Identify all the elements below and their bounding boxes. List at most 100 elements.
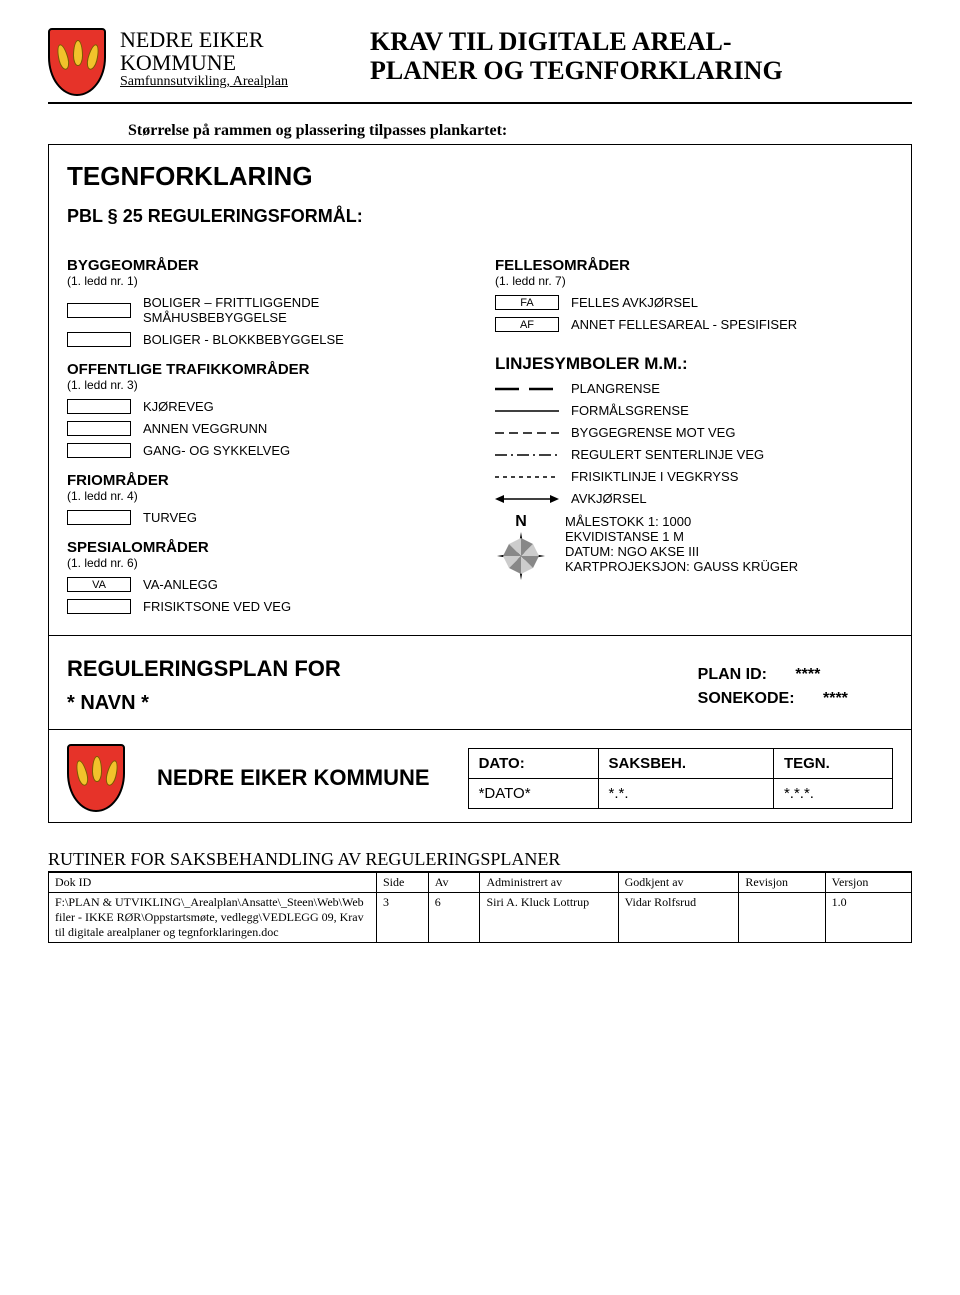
legend-item: GANG- OG SYKKELVEG xyxy=(67,443,465,458)
footer-cell xyxy=(739,893,825,943)
intro-note: Størrelse på rammen og plassering tilpas… xyxy=(128,122,912,140)
swatch-icon: FA xyxy=(495,295,559,310)
sign-value: *.*. xyxy=(598,778,773,808)
group-sub: (1. ledd nr. 1) xyxy=(67,274,465,288)
footer-cell: 6 xyxy=(428,893,480,943)
legend-item: FRISIKTSONE VED VEG xyxy=(67,599,465,614)
item-label: FRISIKTLINJE I VEGKRYSS xyxy=(571,469,893,484)
footer-block: RUTINER FOR SAKSBEHANDLING AV REGULERING… xyxy=(48,849,912,943)
footer-col: Dok ID xyxy=(49,873,377,893)
group-sub: (1. ledd nr. 7) xyxy=(495,274,893,288)
divider xyxy=(49,729,911,730)
legend-item: TURVEG xyxy=(67,510,465,525)
footer-cell: F:\PLAN & UTVIKLING\_Arealplan\Ansatte\_… xyxy=(49,893,377,943)
compass-icon: N xyxy=(495,514,547,584)
swatch-icon: VA xyxy=(67,577,131,592)
item-label: FRISIKTSONE VED VEG xyxy=(143,599,465,614)
group-sub: (1. ledd nr. 4) xyxy=(67,489,465,503)
footer-col: Administrert av xyxy=(480,873,618,893)
swatch-icon xyxy=(67,421,131,436)
organization-block: NEDRE EIKER KOMMUNE Samfunnsutvikling, A… xyxy=(120,28,360,90)
org-name-line1: NEDRE EIKER xyxy=(120,28,360,51)
swatch-icon xyxy=(67,303,131,318)
group-head: BYGGEOMRÅDER xyxy=(67,257,465,274)
item-label: GANG- OG SYKKELVEG xyxy=(143,443,465,458)
sign-value: *.*.*. xyxy=(773,778,892,808)
footer-cell: Vidar Rolfsrud xyxy=(618,893,739,943)
dashdot-line-icon xyxy=(495,447,559,462)
sign-value: *DATO* xyxy=(468,778,598,808)
legend-subtitle: PBL § 25 REGULERINGSFORMÅL: xyxy=(67,206,893,227)
map-meta-line: KARTPROJEKSJON: GAUSS KRÜGER xyxy=(565,559,798,574)
swatch-icon xyxy=(67,510,131,525)
line-symbol-item: BYGGEGRENSE MOT VEG xyxy=(495,425,893,440)
item-label: KJØREVEG xyxy=(143,399,465,414)
footer-title: RUTINER FOR SAKSBEHANDLING AV REGULERING… xyxy=(48,849,912,872)
doc-title-line2: PLANER OG TEGNFORKLARING xyxy=(370,57,912,86)
swatch-icon xyxy=(67,399,131,414)
footer-col: Revisjon xyxy=(739,873,825,893)
document-title: KRAV TIL DIGITALE AREAL- PLANER OG TEGNF… xyxy=(360,28,912,85)
map-meta-line: EKVIDISTANSE 1 M xyxy=(565,529,798,544)
sonekode-label: SONEKODE: xyxy=(698,690,795,707)
sign-header: TEGN. xyxy=(773,748,892,778)
signature-table: DATO: SAKSBEH. TEGN. *DATO* *.*. *.*.*. xyxy=(468,748,893,809)
swatch-icon xyxy=(67,332,131,347)
plan-heading: REGULERINGSPLAN FOR xyxy=(67,656,341,682)
legend-item: KJØREVEG xyxy=(67,399,465,414)
legend-item: ANNEN VEGGRUNN xyxy=(67,421,465,436)
lines-heading: LINJESYMBOLER M.M.: xyxy=(495,354,893,374)
group-head: FELLESOMRÅDER xyxy=(495,257,893,274)
item-label: AVKJØRSEL xyxy=(571,491,893,506)
legend-item: VA VA-ANLEGG xyxy=(67,577,465,592)
item-label: BOLIGER - BLOKKBEBYGGELSE xyxy=(143,332,465,347)
swatch-icon xyxy=(67,599,131,614)
coat-of-arms-icon xyxy=(48,28,106,96)
swatch-icon: AF xyxy=(495,317,559,332)
signature-row: NEDRE EIKER KOMMUNE DATO: SAKSBEH. TEGN.… xyxy=(67,744,893,812)
map-meta-line: DATUM: NGO AKSE III xyxy=(565,544,798,559)
plan-name: * NAVN * xyxy=(67,692,341,715)
item-label: TURVEG xyxy=(143,510,465,525)
legend-box: TEGNFORKLARING PBL § 25 REGULERINGSFORMÅ… xyxy=(48,144,912,823)
footer-col: Versjon xyxy=(825,873,911,893)
item-label: FORMÅLSGRENSE xyxy=(571,403,893,418)
north-label: N xyxy=(515,514,527,530)
footer-col: Side xyxy=(376,873,428,893)
group-head: FRIOMRÅDER xyxy=(67,472,465,489)
item-label: PLANGRENSE xyxy=(571,381,893,396)
legend-item: BOLIGER – FRITTLIGGENDE SMÅHUSBEBYGGELSE xyxy=(67,295,465,325)
group-head: OFFENTLIGE TRAFIKKOMRÅDER xyxy=(67,361,465,378)
item-label: BOLIGER – FRITTLIGGENDE xyxy=(143,295,465,310)
item-label: VA-ANLEGG xyxy=(143,577,465,592)
line-symbol-item: AVKJØRSEL xyxy=(495,491,893,506)
map-metadata-block: N xyxy=(495,514,893,584)
line-symbol-item: FRISIKTLINJE I VEGKRYSS xyxy=(495,469,893,484)
legend-item: AF ANNET FELLESAREAL - SPESIFISER xyxy=(495,317,893,332)
swatch-icon xyxy=(67,443,131,458)
org-department: Samfunnsutvikling, Arealplan xyxy=(120,74,360,90)
sign-org-name: NEDRE EIKER KOMMUNE xyxy=(157,765,450,791)
arrow-line-icon xyxy=(495,491,559,506)
plan-id-value: **** xyxy=(795,666,865,684)
page-header: NEDRE EIKER KOMMUNE Samfunnsutvikling, A… xyxy=(48,28,912,104)
footer-col: Av xyxy=(428,873,480,893)
footer-table: Dok ID Side Av Administrert av Godkjent … xyxy=(48,872,912,943)
divider xyxy=(49,635,911,636)
plan-info-row: REGULERINGSPLAN FOR * NAVN * PLAN ID: **… xyxy=(67,650,893,715)
footer-cell: 1.0 xyxy=(825,893,911,943)
footer-col: Godkjent av xyxy=(618,873,739,893)
longdash-line-icon xyxy=(495,381,559,396)
group-sub: (1. ledd nr. 3) xyxy=(67,378,465,392)
legend-item: FA FELLES AVKJØRSEL xyxy=(495,295,893,310)
line-symbol-item: FORMÅLSGRENSE xyxy=(495,403,893,418)
legend-left-column: BYGGEOMRÅDER (1. ledd nr. 1) BOLIGER – F… xyxy=(67,243,465,621)
group-sub: (1. ledd nr. 6) xyxy=(67,556,465,570)
item-label: SMÅHUSBEBYGGELSE xyxy=(143,310,465,325)
doc-title-line1: KRAV TIL DIGITALE AREAL- xyxy=(370,28,912,57)
org-name-line2: KOMMUNE xyxy=(120,51,360,74)
group-head: SPESIALOMRÅDER xyxy=(67,539,465,556)
footer-cell: 3 xyxy=(376,893,428,943)
item-label: ANNEN VEGGRUNN xyxy=(143,421,465,436)
item-label: BYGGEGRENSE MOT VEG xyxy=(571,425,893,440)
